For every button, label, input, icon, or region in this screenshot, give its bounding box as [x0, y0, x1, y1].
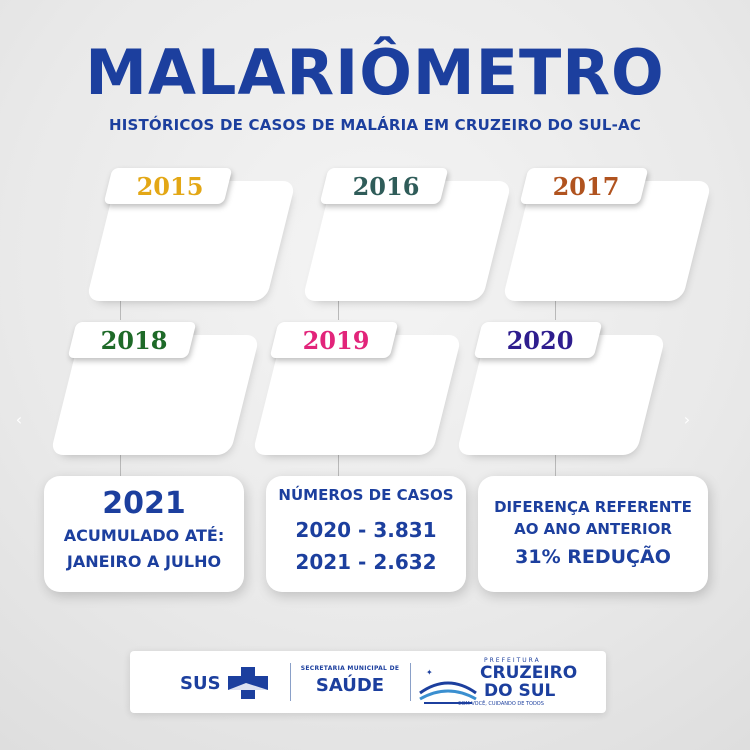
info-box-cases: NÚMEROS DE CASOS 2020 - 3.831 2021 - 2.6… [266, 476, 466, 592]
cases-value: 7.040 [499, 378, 629, 423]
year-label: 2019 [302, 326, 370, 355]
prefeitura-label: PREFEITURA [484, 657, 541, 664]
year-card-2015: 2015 13.946 [92, 168, 290, 303]
sus-text: SUS [180, 673, 221, 694]
info-line: JANEIRO A JULHO [66, 552, 222, 571]
year-label: 2017 [552, 172, 620, 201]
year-label: 2016 [352, 172, 420, 201]
connector-line [120, 290, 121, 320]
info-box-2021: 2021 ACUMULADO ATÉ: JANEIRO A JULHO [44, 476, 244, 592]
year-card-2020: 2020 7.040 [462, 322, 660, 457]
year-label: 2018 [100, 326, 168, 355]
chevron-right-icon[interactable]: › [683, 410, 691, 429]
connector-line [555, 445, 556, 477]
year-card-2018: 2018 12.920 [56, 322, 254, 457]
prefeitura-logo: ✦ PREFEITURA CRUZEIRO DO SUL COM VOCÊ, C… [418, 657, 598, 709]
cases-value: 12.920 [79, 378, 237, 423]
logo-separator [410, 663, 411, 701]
cases-value: 6.080 [295, 378, 425, 423]
connector-line [338, 445, 339, 477]
logo-bar: SUS SECRETARIA MUNICIPAL DE SAÚDE ✦ PREF… [130, 651, 606, 713]
cases-value: 13.946 [115, 224, 273, 269]
secretaria-logo: SECRETARIA MUNICIPAL DE SAÚDE [300, 665, 400, 705]
info-box-difference: DIFERENÇA REFERENTE AO ANO ANTERIOR 31% … [478, 476, 708, 592]
year-label: 2020 [506, 326, 574, 355]
logo-separator [290, 663, 291, 701]
bridge-icon: ✦ [419, 668, 477, 704]
secretaria-line: SECRETARIA MUNICIPAL DE [300, 665, 400, 672]
svg-text:✦: ✦ [426, 668, 433, 677]
connector-line [338, 290, 339, 320]
page-title: MALARIÔMETRO [85, 36, 665, 109]
connector-line [555, 290, 556, 320]
info-line: DIFERENÇA REFERENTE [494, 498, 692, 516]
info-line: ACUMULADO ATÉ: [63, 526, 225, 545]
sus-logo: SUS [180, 667, 275, 699]
info-line: 2020 - 3.831 [295, 518, 437, 542]
city-line1: CRUZEIRO [480, 663, 578, 683]
cross-icon [228, 667, 268, 699]
chevron-left-icon[interactable]: ‹ [15, 410, 23, 429]
secretaria-title: SAÚDE [315, 675, 385, 696]
info-line: 2021 - 2.632 [295, 550, 437, 574]
info-line: AO ANO ANTERIOR [514, 520, 672, 538]
year-label: 2015 [136, 172, 204, 201]
year-card-2019: 2019 6.080 [258, 322, 456, 457]
year-card-2017: 2017 20.898 [508, 168, 706, 303]
cases-value: 20.898 [531, 224, 689, 269]
tagline: COM VOCÊ, CUIDANDO DE TODOS [458, 701, 544, 707]
info-line: NÚMEROS DE CASOS [278, 486, 454, 504]
year-card-2016: 2016 19.027 [308, 168, 506, 303]
page-subtitle: HISTÓRICOS DE CASOS DE MALÁRIA EM CRUZEI… [108, 116, 642, 134]
cases-value: 19.027 [331, 224, 489, 269]
info-line: 2021 [102, 486, 186, 521]
city-line2: DO SUL [484, 681, 556, 701]
info-line: 31% REDUÇÃO [515, 546, 671, 568]
connector-line [120, 445, 121, 477]
